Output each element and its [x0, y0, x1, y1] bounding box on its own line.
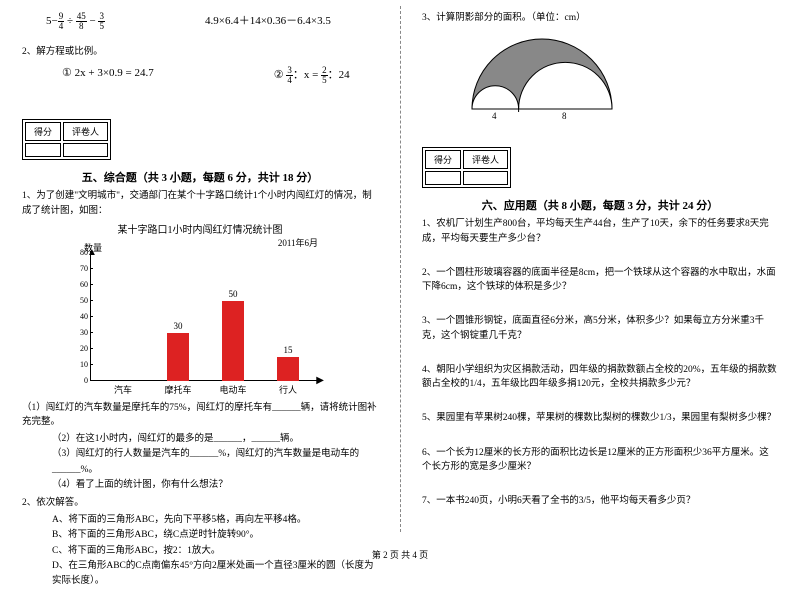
- section-5-title: 五、综合题（共 3 小题，每题 6 分，共计 18 分）: [22, 169, 378, 185]
- y-tick: 60: [68, 280, 88, 289]
- bar: [222, 301, 244, 381]
- score-label: 得分: [25, 122, 61, 141]
- q6-7: 7、一本书240页，小明6天看了全书的3/5，他平均每天看多少页？: [422, 494, 778, 508]
- bar-value-label: 50: [222, 289, 244, 299]
- q6-2: 2、一个圆柱形玻璃容器的底面半径是8cm，把一个铁球从这个容器的水中取出，水面下…: [422, 266, 778, 295]
- fig-label-4: 4: [492, 111, 497, 119]
- q5-1-1: （1）闯红灯的汽车数量是摩托车的75%，闯红灯的摩托车有______辆，请将统计…: [22, 401, 378, 430]
- eq2-prefix: ②: [274, 69, 284, 81]
- eq2-end: ：24: [328, 69, 350, 81]
- q5-2-a: A、将下面的三角形ABC，先向下平移5格，再向左平移4格。: [52, 513, 378, 528]
- category-label: 摩托车: [158, 383, 198, 396]
- bar: [277, 357, 299, 381]
- y-tick: 50: [68, 296, 88, 305]
- category-label: 电动车: [213, 383, 253, 396]
- q5-1-4: （4）看了上面的统计图，你有什么想法？: [52, 478, 378, 493]
- bar-value-label: 15: [277, 345, 299, 355]
- equation-row: ① 2x + 3×0.9 = 24.7 ② 34：x = 25：24: [62, 62, 378, 89]
- y-tick: 10: [68, 360, 88, 369]
- y-tick: 0: [68, 376, 88, 385]
- bar-value-label: 30: [167, 321, 189, 331]
- q2-title: 2、解方程或比例。: [22, 45, 378, 59]
- score-box-left: 得分评卷人: [22, 119, 111, 160]
- q6-6: 6、一个长为12厘米的长方形的面积比边长是12厘米的正方形面积少36平方厘米。这…: [422, 446, 778, 475]
- q6-4: 4、朝阳小学组织为灾区捐款活动，四年级的捐款数额占全校的20%，五年级的捐款数额…: [422, 363, 778, 392]
- q5-2-b: B、将下面的三角形ABC，绕C点逆时针旋转90°。: [52, 528, 378, 543]
- chart-date: 2011年6月: [22, 236, 318, 249]
- score-label-r: 得分: [425, 150, 461, 169]
- column-divider: [400, 6, 401, 532]
- fig-label-8: 8: [562, 111, 567, 119]
- eq2-mid: ：x =: [293, 69, 318, 81]
- y-tick: 40: [68, 312, 88, 321]
- expr-1: 5−94 ÷ 458 − 35: [46, 12, 105, 31]
- q6-1: 1、农机厂计划生产800台，平均每天生产44台，生产了10天，余下的任务要求8天…: [422, 217, 778, 246]
- q3: 3、计算阴影部分的面积。（单位：cm）: [422, 11, 778, 25]
- q5-1: 1、为了创建"文明城市"，交通部门在某个十字路口统计1个小时内闯红灯的情况，制成…: [22, 189, 378, 218]
- q5-1-2: （2）在这1小时内，闯红灯的最多的是______，______辆。: [52, 432, 378, 447]
- q5-2: 2、依次解答。: [22, 496, 378, 510]
- chart-title: 某十字路口1小时内闯红灯情况统计图: [22, 221, 378, 236]
- y-tick: 70: [68, 264, 88, 273]
- bar-chart: 数量 ▲ ▶ 01020304050607080汽车摩托车30电动车50行人15: [72, 251, 332, 401]
- y-tick: 80: [68, 248, 88, 257]
- expr-2: 4.9×6.4＋14×0.36－6.4×3.5: [205, 12, 331, 31]
- semicircle-figure: 4 8: [462, 29, 622, 119]
- grader-label: 评卷人: [63, 122, 108, 141]
- q5-1-3: （3）闯红灯的行人数量是汽车的______%，闯红灯的汽车数量是电动车的____…: [52, 447, 378, 477]
- right-column: 3、计算阴影部分的面积。（单位：cm） 4 8 得分评卷人 六、应用题（共 8 …: [400, 0, 800, 540]
- page-footer: 第 2 页 共 4 页: [0, 548, 800, 561]
- y-tick: 30: [68, 328, 88, 337]
- expr1-lead: 5: [46, 15, 52, 27]
- category-label: 行人: [268, 383, 308, 396]
- expression-row: 5−94 ÷ 458 − 35 4.9×6.4＋14×0.36－6.4×3.5: [46, 8, 378, 35]
- q6-3: 3、一个圆锥形钢锭，底面直径6分米，高5分米，体积多少？如果每立方分米重3千克，…: [422, 314, 778, 343]
- score-box-right: 得分评卷人: [422, 147, 511, 188]
- left-column: 5−94 ÷ 458 − 35 4.9×6.4＋14×0.36－6.4×3.5 …: [0, 0, 400, 540]
- q6-5: 5、果园里有苹果树240棵，苹果树的棵数比梨树的棵数少1/3，果园里有梨树多少棵…: [422, 411, 778, 425]
- q5-2-d: D、在三角形ABC的C点南偏东45°方向2厘米处画一个直径3厘米的圆（长度为实际…: [52, 559, 378, 589]
- y-tick: 20: [68, 344, 88, 353]
- bar: [167, 333, 189, 381]
- arrow-right-icon: ▶: [316, 375, 324, 386]
- eq-2: ② 34：x = 25：24: [274, 66, 350, 85]
- category-label: 汽车: [103, 383, 143, 396]
- section-6-title: 六、应用题（共 8 小题，每题 3 分，共计 24 分）: [422, 197, 778, 213]
- eq-1: ① 2x + 3×0.9 = 24.7: [62, 66, 154, 85]
- grader-label-r: 评卷人: [463, 150, 508, 169]
